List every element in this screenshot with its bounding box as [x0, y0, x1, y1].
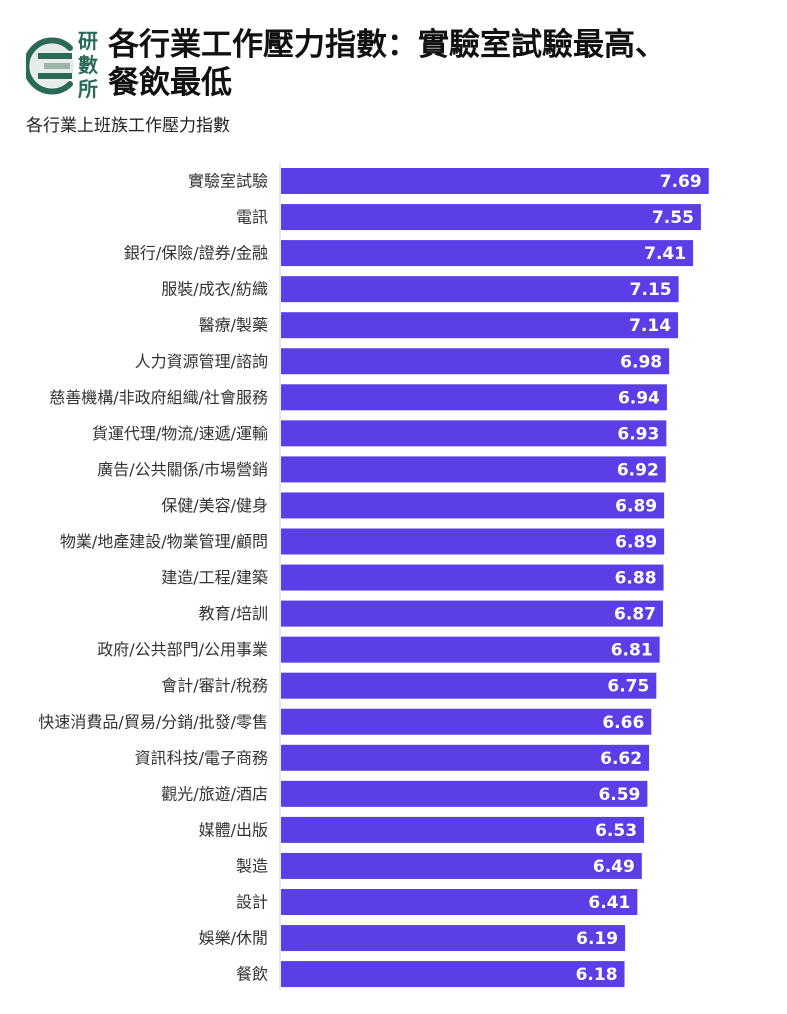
category-label: 保健/美容/健身	[161, 496, 268, 515]
category-label: 服裝/成衣/紡織	[161, 280, 268, 299]
bar	[281, 708, 652, 735]
bar	[281, 384, 667, 411]
value-label: 6.94	[618, 388, 660, 408]
value-label: 6.49	[593, 857, 635, 877]
logo: 研 數 所	[26, 29, 98, 101]
logo-char-1: 研	[78, 29, 98, 53]
logo-bar-icon	[44, 63, 70, 69]
bar	[281, 456, 666, 483]
value-label: 6.66	[602, 713, 644, 733]
bar	[281, 240, 694, 267]
category-label: 物業/地產建設/物業管理/顧問	[60, 532, 268, 551]
value-label: 6.75	[607, 677, 649, 697]
bar	[281, 204, 701, 231]
category-label: 製造	[236, 856, 268, 875]
value-label: 7.69	[660, 172, 702, 192]
bar	[281, 492, 665, 519]
category-label: 建造/工程/建築	[161, 568, 268, 587]
value-label: 6.92	[617, 460, 659, 480]
value-label: 6.81	[611, 641, 653, 661]
logo-char-3: 所	[78, 77, 98, 101]
value-label: 6.53	[595, 821, 637, 841]
bar	[281, 348, 670, 375]
value-label: 6.19	[576, 929, 618, 949]
bar	[281, 312, 679, 339]
category-label: 觀光/旅遊/酒店	[161, 784, 268, 803]
category-label: 餐飲	[236, 965, 268, 984]
bar	[281, 420, 667, 447]
bar	[281, 276, 679, 303]
chart-subtitle: 各行業上班族工作壓力指數	[26, 116, 230, 136]
logo-bar-icon	[38, 73, 72, 79]
logo-ring-icon	[26, 37, 73, 95]
bar	[281, 816, 645, 843]
value-label: 6.98	[620, 352, 662, 372]
value-label: 6.87	[614, 605, 656, 625]
value-label: 6.88	[615, 569, 657, 589]
value-label: 6.93	[617, 424, 659, 444]
value-label: 6.89	[615, 496, 657, 516]
value-label: 7.41	[644, 244, 686, 264]
category-label: 銀行/保險/證券/金融	[124, 244, 268, 263]
category-label: 會計/審計/稅務	[161, 676, 268, 695]
bar	[281, 889, 638, 915]
bar-chart: 實驗室試驗 7.69 電訊 7.55 銀行/保險/證券/金融 7.41 服裝/成衣/紡織 7.…	[38, 163, 709, 990]
value-label: 6.62	[600, 749, 642, 769]
bar	[281, 564, 664, 591]
bar	[281, 168, 709, 194]
value-label: 6.18	[576, 965, 618, 985]
category-label: 貨運代理/物流/速遞/運輸	[92, 424, 268, 443]
category-label: 人力資源管理/諮詢	[135, 352, 268, 371]
value-label: 7.55	[652, 208, 694, 228]
category-label: 電訊	[236, 208, 268, 227]
category-label: 醫療/製藥	[199, 316, 268, 335]
logo-char-2: 數	[78, 53, 98, 77]
bar	[281, 780, 648, 807]
category-label: 設計	[236, 893, 268, 912]
category-label: 實驗室試驗	[188, 172, 268, 191]
bar	[281, 636, 660, 663]
logo-bar-icon	[38, 53, 72, 59]
bar	[281, 852, 642, 879]
chart-title: 各行業工作壓力指數：實驗室試驗最高、餐飲最低	[108, 27, 666, 101]
category-label: 廣告/公共關係/市場營銷	[97, 460, 268, 479]
bar	[281, 528, 665, 555]
value-label: 6.59	[598, 785, 640, 805]
bar	[281, 672, 657, 699]
category-label: 資訊科技/電子商務	[135, 748, 268, 767]
category-label: 慈善機構/非政府組織/社會服務	[49, 388, 268, 407]
value-label: 6.41	[588, 893, 630, 913]
bar	[281, 600, 664, 627]
category-label: 娛樂/休閒	[199, 929, 268, 948]
category-label: 教育/培訓	[199, 604, 268, 623]
category-label: 政府/公共部門/公用事業	[97, 640, 268, 659]
bar	[281, 744, 650, 771]
value-label: 7.15	[630, 280, 672, 300]
bar	[281, 925, 626, 952]
category-label: 快速消費品/貿易/分銷/批發/零售	[38, 712, 268, 731]
value-label: 7.14	[629, 316, 671, 336]
category-label: 媒體/出版	[199, 820, 268, 839]
bar	[281, 961, 625, 988]
value-label: 6.89	[615, 533, 657, 553]
